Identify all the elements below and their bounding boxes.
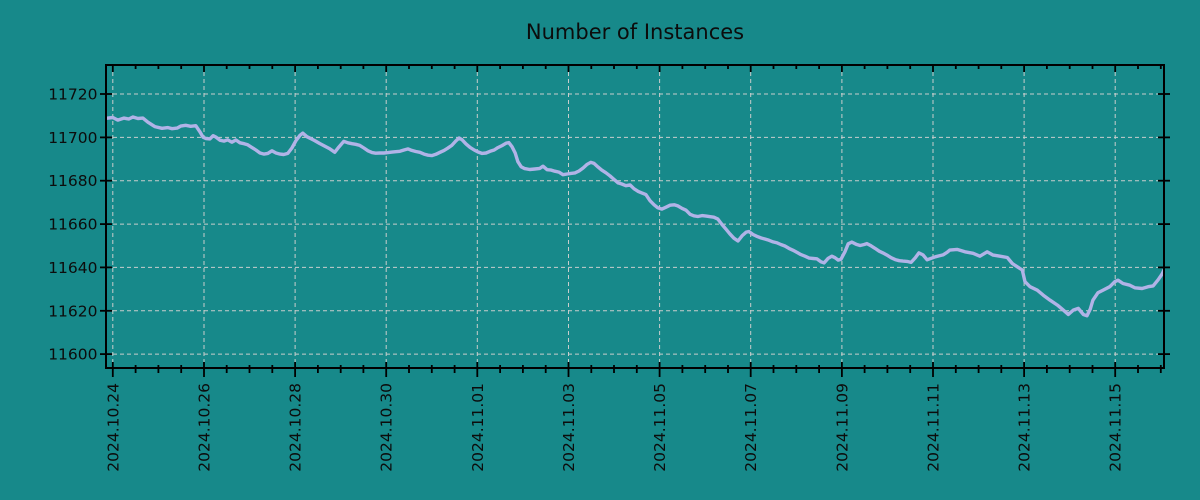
x-tick-label: 2024.10.28 [287,383,305,472]
y-tick-label: 11680 [48,172,97,190]
x-tick-label: 2024.11.11 [925,383,943,472]
x-tick-label: 2024.11.03 [560,383,578,472]
y-tick-label: 11640 [48,259,97,277]
x-tick-label: 2024.11.09 [833,383,851,472]
x-tick-label: 2024.10.26 [196,383,214,472]
y-tick-label: 11720 [48,86,97,104]
gridlines [106,65,1164,368]
x-tick-label: 2024.11.07 [742,383,760,472]
x-tick-labels: 2024.10.24 2024.10.26 2024.10.28 2024.10.30… [104,383,1124,472]
x-tick-label: 2024.10.30 [378,383,396,472]
tick-marks [100,64,1170,377]
x-tick-label: 2024.11.01 [469,383,487,472]
axes-frame [105,64,1165,369]
y-tick-label: 11660 [48,216,97,234]
chart-title: Number of Instances [526,20,744,44]
x-tick-label: 2024.10.24 [104,383,122,472]
plot-border [105,64,1165,369]
x-tick-label: 2024.11.05 [651,383,669,472]
y-tick-label: 11700 [48,129,97,147]
x-tick-label: 2024.11.13 [1016,383,1034,472]
instances-series [106,115,1164,318]
series-line [106,115,1164,318]
y-tick-labels: 11600 11620 11640 11660 11680 11700 11720 [48,86,97,364]
x-tick-label: 2024.11.15 [1107,383,1125,472]
y-tick-label: 11600 [48,346,97,364]
y-tick-label: 11620 [48,302,97,320]
